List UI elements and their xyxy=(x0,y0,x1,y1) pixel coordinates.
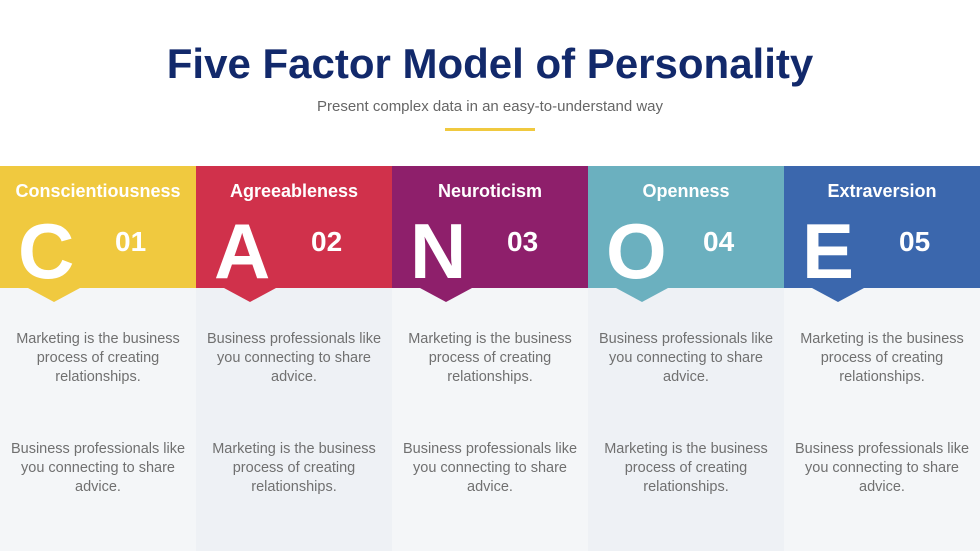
factor-number: 02 xyxy=(311,226,343,257)
factor-name: Extraversion xyxy=(827,181,937,201)
factor-letter: C xyxy=(18,207,75,295)
pointer-arrow xyxy=(420,288,472,302)
factor-number: 05 xyxy=(899,226,931,257)
factor-header: Agreeableness A 02 xyxy=(196,166,392,302)
factor-letter: E xyxy=(802,207,855,295)
factor-header: Extraversion E 05 xyxy=(784,166,980,302)
factor-text-2: Marketing is the business process of cre… xyxy=(212,441,376,495)
factor-column-openness: Openness O 04 Business professionals lik… xyxy=(588,166,784,551)
factor-name: Conscientiousness xyxy=(15,181,181,201)
pointer-arrow xyxy=(812,288,864,302)
factor-header: Conscientiousness C 01 xyxy=(0,166,196,302)
factor-name: Agreeableness xyxy=(229,181,359,201)
pointer-arrow xyxy=(224,288,276,302)
factor-text-1: Marketing is the business process of cre… xyxy=(800,331,964,385)
factor-header: Neuroticism N 03 xyxy=(392,166,588,302)
factor-number: 03 xyxy=(507,226,539,257)
pointer-arrow xyxy=(28,288,80,302)
factor-letter: A xyxy=(214,207,271,295)
factor-column-extraversion: Extraversion E 05 Marketing is the busin… xyxy=(784,166,980,551)
factor-column-conscientiousness: Conscientiousness C 01 Marketing is the … xyxy=(0,166,196,551)
factor-number: 01 xyxy=(115,226,147,257)
factor-name: Openness xyxy=(642,181,730,201)
factor-column-neuroticism: Neuroticism N 03 Marketing is the busine… xyxy=(392,166,588,551)
factor-header: Openness O 04 xyxy=(588,166,784,302)
factor-number: 04 xyxy=(703,226,735,257)
factor-text-2: Business professionals like you connecti… xyxy=(402,441,578,495)
factor-text-1: Business professionals like you connecti… xyxy=(598,331,774,385)
page-title: Five Factor Model of Personality xyxy=(166,40,814,87)
factor-column-agreeableness: Agreeableness A 02 Business professional… xyxy=(196,166,392,551)
page-subtitle: Present complex data in an easy-to-under… xyxy=(316,98,664,115)
pointer-arrow xyxy=(616,288,668,302)
factor-text-1: Business professionals like you connecti… xyxy=(206,331,382,385)
factor-columns: Conscientiousness C 01 Marketing is the … xyxy=(0,166,980,551)
factor-text-1: Marketing is the business process of cre… xyxy=(16,331,180,385)
factor-text-2: Business professionals like you connecti… xyxy=(794,441,970,495)
title-underline xyxy=(445,128,535,131)
factor-letter: N xyxy=(410,207,467,295)
factor-letter: O xyxy=(606,207,667,295)
factor-text-2: Marketing is the business process of cre… xyxy=(604,441,768,495)
factor-text-2: Business professionals like you connecti… xyxy=(10,441,186,495)
factor-text-1: Marketing is the business process of cre… xyxy=(408,331,572,385)
factor-name: Neuroticism xyxy=(437,181,543,201)
